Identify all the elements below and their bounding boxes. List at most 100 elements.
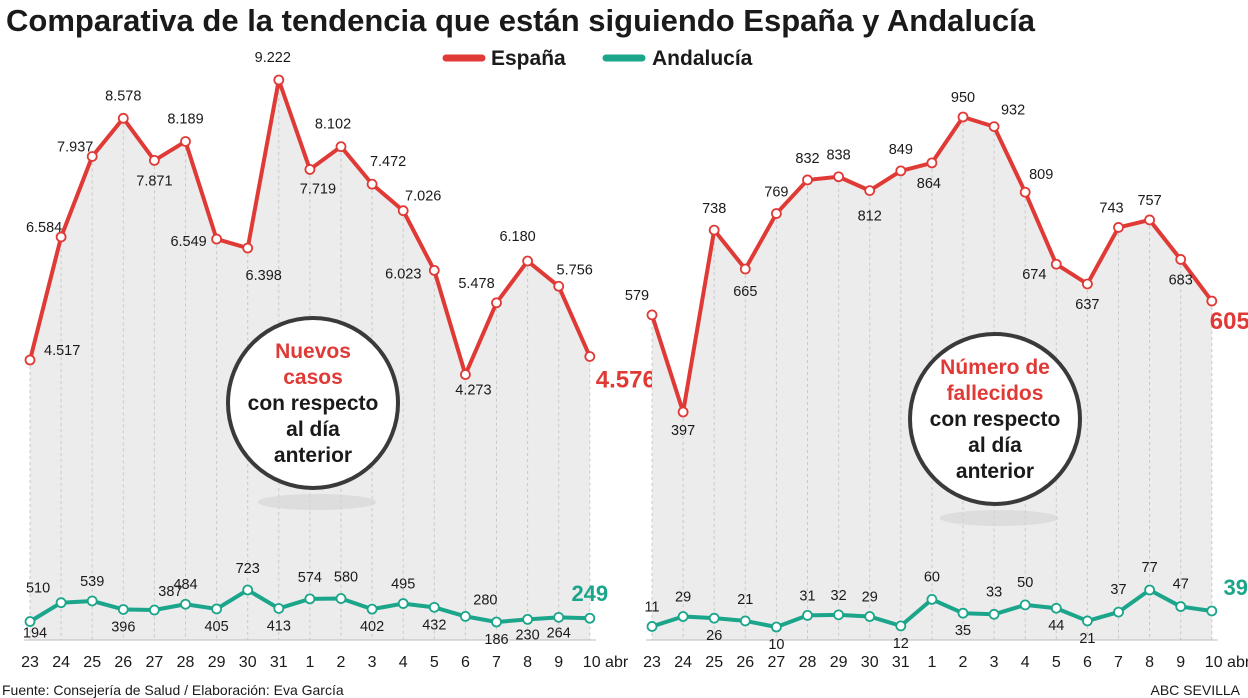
- point-andalucia: [242, 584, 254, 596]
- data-label-espana: 674: [1022, 267, 1046, 283]
- x-tick-label: 23: [21, 654, 39, 671]
- data-label-andalucia: 194: [23, 626, 47, 642]
- x-tick-label: 25: [705, 654, 723, 671]
- point-espana: [86, 151, 98, 162]
- data-label-andalucia: 77: [1142, 560, 1158, 576]
- point-andalucia: [708, 612, 720, 624]
- data-label-andalucia: 396: [111, 619, 135, 635]
- bubble-subtitle-text: anterior: [956, 460, 1034, 483]
- bubble-subtitle-text: anterior: [274, 444, 352, 467]
- point-espana: [55, 231, 67, 243]
- data-label-espana: 7.937: [57, 139, 93, 155]
- data-label-andalucia: 280: [473, 592, 497, 608]
- point-andalucia: [397, 598, 409, 609]
- point-espana: [553, 280, 565, 292]
- point-espana: [864, 185, 876, 197]
- data-label-andalucia: 31: [799, 588, 815, 604]
- point-espana: [1019, 186, 1031, 198]
- data-label-espana: 7.871: [136, 173, 172, 189]
- bubble-title-text: fallecidos: [947, 382, 1044, 405]
- x-tick-label: 10 abr: [583, 654, 629, 671]
- x-tick-label: 27: [146, 654, 164, 671]
- data-label-andalucia: 44: [1048, 618, 1064, 634]
- data-label-andalucia: 35: [955, 623, 971, 639]
- point-andalucia: [1050, 602, 1062, 614]
- point-andalucia: [428, 601, 440, 613]
- data-label-andalucia: 60: [924, 569, 940, 585]
- data-label-espana: 6.549: [170, 234, 206, 250]
- x-tick-label: 26: [736, 654, 754, 671]
- x-tick-label: 5: [1052, 654, 1061, 671]
- data-label-andalucia: 12: [893, 636, 909, 652]
- x-tick-label: 7: [492, 654, 501, 671]
- data-label-andalucia: 26: [706, 628, 722, 644]
- data-label-espana: 605: [1210, 308, 1248, 335]
- data-label-espana: 6.584: [26, 220, 62, 236]
- bubble-subtitle-text: al día: [968, 434, 1022, 457]
- data-label-andalucia: 21: [737, 592, 753, 608]
- x-tick-label: 8: [1145, 654, 1154, 671]
- point-andalucia: [491, 616, 502, 628]
- point-andalucia: [895, 620, 907, 632]
- data-label-espana: 8.578: [105, 88, 141, 104]
- data-label-espana: 6.180: [499, 229, 535, 245]
- x-tick-label: 9: [1176, 654, 1185, 671]
- data-label-espana: 579: [625, 288, 649, 304]
- x-tick-label: 2: [337, 654, 346, 671]
- data-label-espana: 397: [671, 423, 695, 439]
- point-andalucia: [211, 603, 223, 615]
- point-espana: [24, 354, 36, 366]
- point-espana: [366, 178, 378, 190]
- data-label-andalucia: 50: [1017, 575, 1033, 591]
- footer-source: Fuente: Consejería de Salud / Elaboració…: [2, 682, 344, 698]
- data-label-andalucia: 249: [571, 581, 608, 606]
- data-label-andalucia: 39: [1224, 575, 1248, 600]
- data-label-andalucia: 539: [80, 574, 104, 590]
- data-label-andalucia: 29: [862, 590, 878, 606]
- data-label-espana: 6.398: [246, 268, 282, 284]
- point-espana: [646, 309, 658, 321]
- data-label-espana: 832: [795, 151, 819, 167]
- x-tick-label: 6: [461, 654, 470, 671]
- point-espana: [1144, 214, 1155, 226]
- x-tick-label: 5: [430, 654, 439, 671]
- point-andalucia: [739, 615, 751, 627]
- point-andalucia: [366, 603, 378, 615]
- data-label-andalucia: 484: [173, 577, 197, 593]
- x-tick-label: 4: [399, 654, 408, 671]
- data-label-andalucia: 723: [236, 561, 260, 577]
- bubble-subtitle-text: con respecto: [930, 408, 1061, 431]
- data-label-espana: 743: [1099, 200, 1123, 216]
- data-label-espana: 665: [733, 284, 757, 300]
- x-tick-label: 3: [990, 654, 999, 671]
- point-andalucia: [522, 613, 533, 625]
- legend: España Andalucía: [442, 47, 753, 70]
- data-label-espana: 757: [1137, 193, 1161, 209]
- point-espana: [739, 263, 751, 275]
- data-label-andalucia: 230: [515, 627, 539, 643]
- point-espana: [895, 165, 907, 177]
- data-label-espana: 637: [1075, 297, 1099, 313]
- data-label-andalucia: 186: [484, 632, 508, 648]
- bubble-title-text: Nuevos: [275, 340, 351, 363]
- point-espana: [180, 136, 191, 147]
- data-label-espana: 809: [1029, 167, 1053, 183]
- point-espana: [926, 157, 938, 169]
- point-andalucia: [55, 597, 67, 609]
- bubble-shadow: [257, 494, 377, 510]
- x-tick-label: 23: [643, 654, 661, 671]
- data-label-espana: 4.273: [455, 383, 491, 399]
- bubble-subtitle-text: con respecto: [248, 392, 379, 415]
- data-label-espana: 812: [858, 209, 882, 225]
- data-label-espana: 738: [702, 201, 726, 217]
- x-tick-label: 24: [674, 654, 692, 671]
- bubble-circle: [908, 332, 1082, 506]
- point-espana: [459, 369, 471, 380]
- point-espana: [677, 406, 689, 418]
- chart-title: Comparativa de la tendencia que están si…: [6, 3, 1036, 38]
- point-espana: [148, 154, 160, 166]
- data-label-andalucia: 402: [360, 619, 384, 635]
- point-andalucia: [802, 610, 813, 621]
- data-label-espana: 932: [1001, 103, 1025, 119]
- panel-fallecidos: Número de fallecidos con respecto al día ant…: [625, 90, 1248, 671]
